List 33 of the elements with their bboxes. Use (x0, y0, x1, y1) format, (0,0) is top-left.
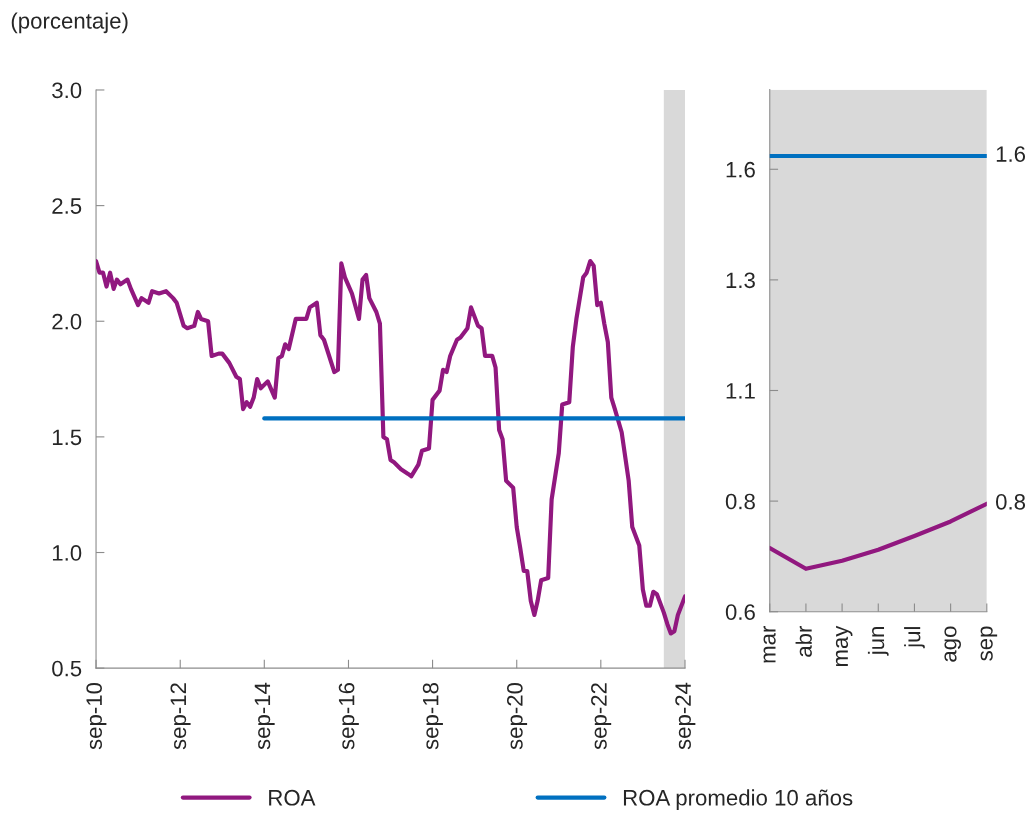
x-tick-label: mar (763, 625, 776, 663)
line-series (96, 259, 685, 636)
y-tick-label: 1.5 (52, 429, 82, 446)
y-tick-label: 0.8 (725, 493, 755, 510)
x-tick-label: sep-14 (254, 682, 275, 750)
y-tick-label: 3.0 (52, 82, 82, 99)
x-tick-label: sep-10 (86, 682, 107, 750)
x-tick-label: may (835, 625, 853, 667)
y-tick-label: 0.6 (725, 604, 755, 620)
legend-label: ROA (269, 789, 316, 806)
y-tick-label: 2.5 (52, 198, 82, 214)
chart-title: (porcentaje) (11, 12, 128, 34)
x-tick-label: sep-20 (506, 682, 528, 750)
y-tick-label: 1.3 (726, 272, 755, 289)
y-tick-label: 1.1 (726, 383, 755, 399)
y-tick-label: 0.5 (52, 660, 82, 677)
x-tick-label: sep-12 (170, 683, 191, 750)
x-tick-label: jun (867, 627, 889, 656)
data-label: 0.8 (995, 493, 1026, 510)
x-tick-label: sep-18 (422, 683, 443, 750)
x-tick-label: sep (980, 626, 998, 661)
x-tick-label: ago (944, 626, 961, 662)
x-tick-label: jul (904, 627, 925, 649)
y-tick-label: 1.0 (52, 545, 82, 561)
x-tick-label: sep-22 (591, 683, 612, 750)
y-tick-label: 2.0 (52, 313, 82, 330)
x-tick-label: sep-16 (338, 683, 359, 750)
data-label: 1.6 (996, 146, 1026, 162)
x-tick-label: abr (795, 625, 812, 657)
line-series (769, 501, 987, 571)
y-tick-label: 1.6 (726, 161, 755, 178)
legend-label: ROA promedio 10 años (623, 789, 853, 810)
x-tick-label: sep-24 (675, 682, 696, 750)
